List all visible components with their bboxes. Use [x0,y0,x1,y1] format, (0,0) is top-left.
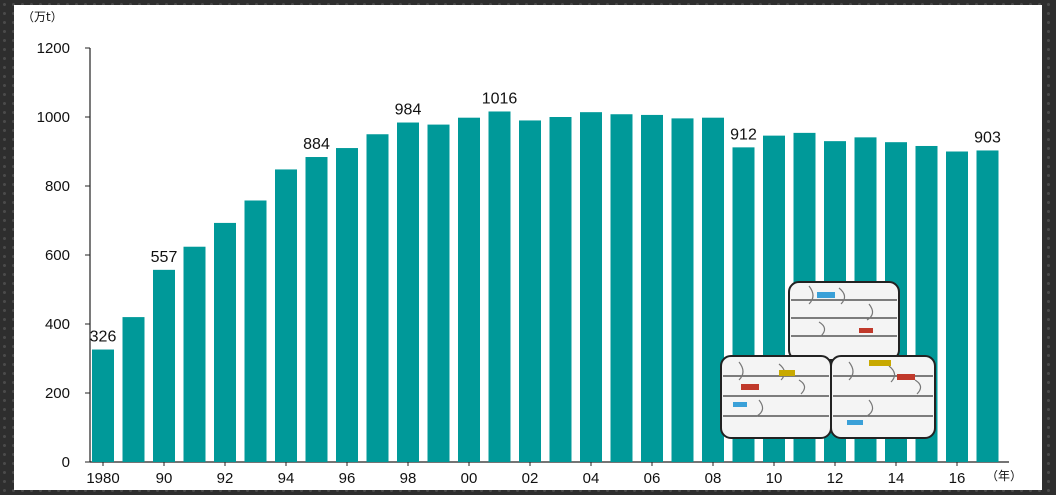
x-axis-unit: （年） [986,469,1022,483]
bar [244,200,267,463]
bar [946,151,968,462]
x-tick-label: 14 [888,470,905,487]
x-tick-label: 10 [766,470,783,487]
chart-frame: 0 200 400 600 800 1000 1200 （万t） 1980 90 92 94 96 98 0… [14,5,1042,490]
y-tick-label: 1000 [37,109,70,126]
x-tick-label: 92 [217,470,234,487]
x-tick-label: 96 [339,470,356,487]
data-labels: 326 557 884 984 1016 912 903 [90,90,1001,345]
data-label: 557 [151,249,178,266]
bar [397,122,419,463]
data-label: 884 [303,136,330,153]
bar [549,117,572,462]
x-tick-label: 98 [400,470,417,487]
bar [92,349,114,462]
x-tick-label: 04 [583,470,600,487]
x-tick-label: 00 [461,470,478,487]
bar [976,150,999,462]
bar [641,114,663,463]
y-tick-label: 800 [45,178,70,195]
bar [214,222,236,462]
data-label: 903 [974,129,1001,146]
bar [488,111,511,462]
x-tick-label: 90 [156,470,173,487]
y-tick-label: 400 [45,316,70,333]
bar [610,114,633,463]
bars [92,111,999,463]
bar [275,169,297,462]
bar [519,120,541,462]
data-label: 326 [90,329,117,346]
x-tick-label: 02 [522,470,539,487]
y-axis-unit: （万t） [22,10,63,24]
bar [153,269,175,462]
data-label: 912 [730,126,757,143]
x-tick-label: 94 [278,470,295,487]
bar [458,117,480,462]
y-tick-label: 200 [45,385,70,402]
bar [305,157,328,462]
y-tick-label: 1200 [37,40,70,57]
x-tick-label: 12 [827,470,844,487]
paper-bale-illustration [720,281,936,439]
bar [336,148,358,463]
bar [122,317,145,462]
bar [427,124,450,462]
x-tick-label: 1980 [86,470,119,487]
bar [366,134,389,462]
bar [671,118,694,462]
bar [183,246,206,462]
bar [580,112,602,463]
x-tick-label: 16 [949,470,966,487]
data-label: 984 [395,102,422,119]
y-tick-label: 600 [45,247,70,264]
data-label: 1016 [482,90,518,107]
x-tick-label: 06 [644,470,661,487]
x-tick-label: 08 [705,470,722,487]
bar [702,117,724,462]
y-tick-label: 0 [62,454,70,471]
